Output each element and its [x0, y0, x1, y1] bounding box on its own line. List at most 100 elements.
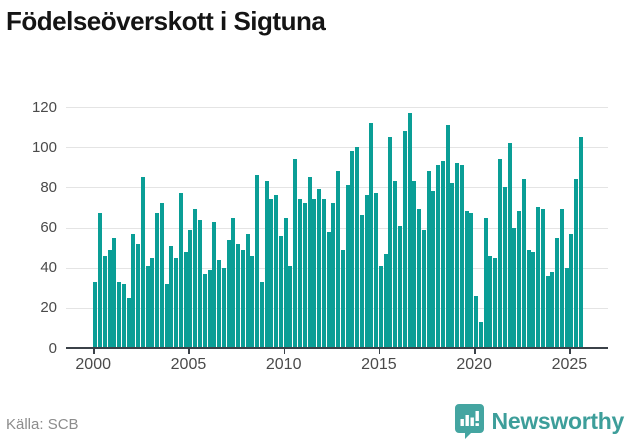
bar: [131, 233, 136, 348]
bar-chart-speech-bubble-icon: [454, 404, 484, 439]
bar: [574, 179, 579, 348]
x-axis-tick: [93, 349, 95, 354]
x-axis-tick-label: 2015: [361, 356, 397, 373]
bar: [536, 207, 541, 348]
bar: [345, 185, 350, 348]
bar: [93, 281, 98, 348]
x-axis-tick-label: 2005: [170, 356, 207, 373]
bar: [521, 179, 526, 348]
y-axis-tick-label: 60: [40, 219, 57, 236]
bar: [126, 297, 131, 348]
bar: [540, 209, 545, 348]
y-axis-tick-label: 100: [31, 138, 57, 156]
y-axis-tick-label: 0: [48, 339, 57, 357]
bar: [136, 243, 141, 348]
x-axis-tick-label: 2000: [75, 356, 111, 373]
bar: [436, 165, 441, 348]
bar: [255, 175, 260, 348]
bar: [474, 295, 479, 348]
bar: [412, 181, 417, 348]
brand-name: Newsworthy: [491, 407, 625, 434]
bar: [459, 165, 464, 348]
bar: [498, 159, 502, 348]
gridline: [66, 147, 608, 149]
bar: [217, 259, 221, 348]
bar: [159, 203, 164, 348]
bar: [407, 113, 412, 348]
bar: [378, 265, 383, 348]
bar: [483, 217, 488, 348]
bar: [455, 163, 460, 348]
bar: [202, 273, 207, 348]
bar: [155, 213, 160, 348]
bar: [431, 191, 436, 348]
bar: [545, 275, 550, 348]
bar: [331, 203, 336, 348]
bar: [421, 229, 426, 348]
y-axis-tick-label: 20: [40, 299, 57, 317]
bar: [98, 213, 102, 348]
bar: [288, 265, 293, 348]
bar: [531, 251, 536, 348]
y-axis-tick-label: 40: [40, 259, 57, 277]
bar: [478, 321, 483, 348]
x-axis-tick-label: 2010: [265, 356, 302, 373]
bar: [512, 227, 517, 348]
bar: [193, 209, 198, 348]
bar: [578, 137, 583, 348]
bar: [564, 267, 569, 348]
bar: [364, 195, 369, 348]
bar: [259, 281, 264, 348]
bar: [340, 249, 345, 348]
brand-logo[interactable]: Newsworthy: [454, 403, 624, 439]
bar: [183, 251, 188, 348]
bar: [250, 255, 255, 348]
bar: [226, 239, 231, 349]
bar: [445, 125, 450, 348]
bar: [550, 271, 555, 348]
bar: [140, 177, 145, 348]
bar: [317, 189, 321, 348]
bar: [107, 249, 112, 348]
bar: [440, 161, 445, 348]
x-axis-line: [66, 347, 608, 349]
y-axis-tick-label: 120: [31, 98, 57, 116]
bar: [169, 245, 174, 348]
bar: [417, 209, 421, 348]
bar: [388, 137, 393, 348]
bar: [359, 215, 364, 348]
bar: [402, 131, 407, 348]
bar: [369, 123, 374, 348]
bar: [121, 283, 126, 348]
bar: [240, 249, 245, 348]
bar: [336, 171, 341, 348]
bar: [112, 237, 117, 348]
bar: [264, 181, 269, 348]
bar: [236, 243, 241, 348]
bar: [293, 159, 298, 348]
bar: [231, 217, 236, 348]
bar: [374, 193, 379, 348]
bar: [283, 217, 288, 348]
x-axis-tick-label: 2025: [551, 356, 588, 373]
bar: [274, 195, 279, 348]
bar: [464, 211, 469, 348]
bar: [469, 213, 474, 348]
bar: [502, 187, 507, 348]
bar: [150, 257, 155, 348]
bar: [145, 265, 150, 348]
bar: [426, 171, 431, 348]
x-axis-tick: [378, 349, 381, 354]
bar: [350, 151, 355, 348]
bar: [307, 177, 312, 348]
bar: [164, 283, 169, 348]
bar: [555, 237, 560, 348]
bar: [355, 147, 360, 348]
bar: [117, 281, 121, 348]
y-axis-tick-label: 80: [40, 178, 57, 196]
bar: [569, 233, 574, 348]
bar: [245, 233, 250, 348]
bar: [450, 183, 455, 348]
bar: [302, 203, 307, 348]
